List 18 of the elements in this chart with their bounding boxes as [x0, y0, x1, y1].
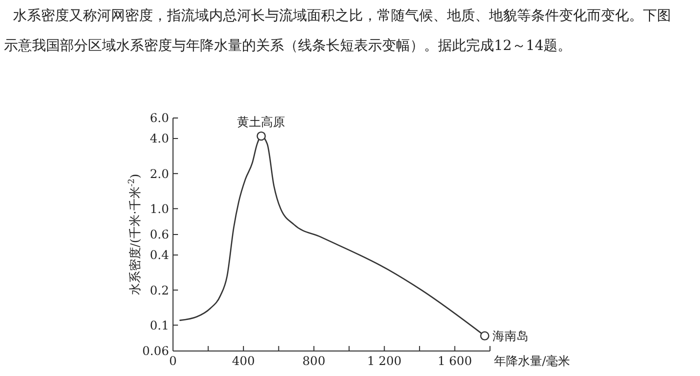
x-tick-label: 400 — [232, 354, 255, 368]
chart-title: 水系密度又称河网密度，指流域内总河长与流域面积之比，常随气候、地质、地貌等条件变化而变化。下图示意我国部分区域水系密度与年降水量的关系（线条长短表示变幅）。据此完成12～14题。 — [4, 8, 671, 54]
x-tick-label: 1 600 — [438, 354, 472, 368]
y-tick-label: 0.06 — [142, 344, 169, 358]
x-tick-label: 1 200 — [367, 354, 402, 368]
y-tick-label: 4.0 — [150, 132, 169, 146]
x-tick-label: 0 — [169, 354, 177, 368]
y-tick-label: 0.2 — [150, 283, 169, 298]
annotation: 海南岛 — [492, 329, 529, 344]
y-tick-label: 2.0 — [150, 166, 169, 181]
y-tick-label: 6.0 — [150, 111, 169, 126]
x-tick-label: 800 — [302, 354, 326, 368]
y-tick-label: 0.1 — [150, 318, 169, 332]
y-tick-label: 0.4 — [150, 248, 170, 262]
x-axis-title: 年降水量/毫米 — [494, 354, 570, 368]
annotation: 黄土高原 — [237, 115, 286, 130]
y-tick-label: 0.6 — [150, 228, 169, 242]
y-tick-label: 1.0 — [150, 202, 169, 216]
